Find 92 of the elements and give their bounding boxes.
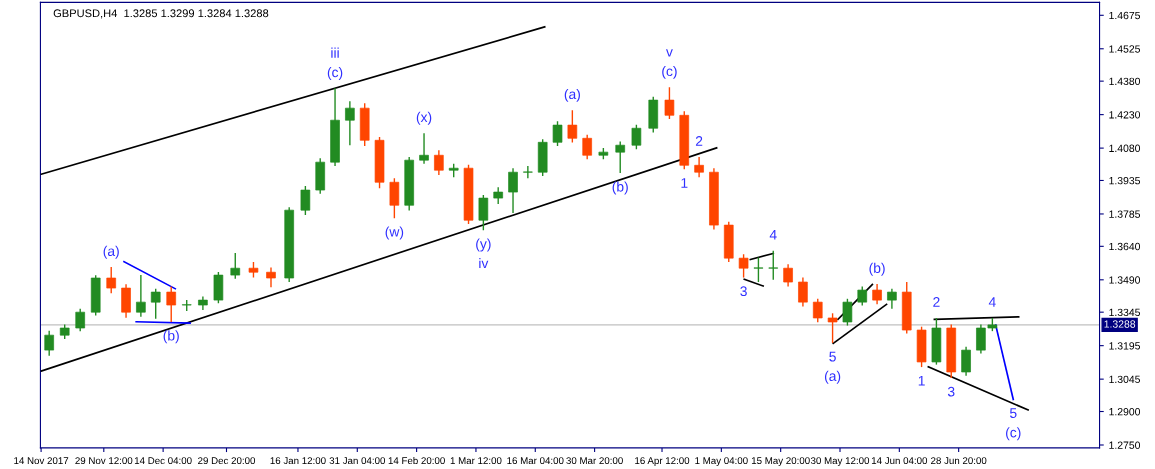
candlestick — [798, 276, 808, 308]
annotation: 5 — [1009, 408, 1017, 418]
annotation: 1 — [681, 178, 688, 188]
annotation: (y) — [476, 238, 491, 252]
annotation: (c) — [662, 65, 677, 79]
y-tick-label: 1.3195 — [1109, 342, 1141, 350]
annotation: (b) — [612, 181, 628, 195]
candlestick — [768, 250, 779, 281]
y-tick-label: 1.4080 — [1109, 144, 1141, 152]
x-tick-label: 15 May 20:00 — [751, 457, 810, 466]
annotation: 1 — [918, 375, 925, 386]
candlestick — [523, 165, 533, 179]
annotation: (b) — [163, 330, 179, 344]
text: GBPUSD,H4 1.3285 1.3299 1.3284 1.3288 — [53, 9, 269, 19]
y-tick-label: 1.4675 — [1109, 11, 1141, 20]
candlestick — [694, 156, 704, 178]
y-tick-label: 1.4230 — [1109, 111, 1141, 119]
candlestick — [389, 177, 400, 219]
y-tick-label: 1.3935 — [1109, 176, 1141, 185]
candlestick — [300, 185, 311, 216]
x-tick-label: 30 Mar 20:00 — [566, 457, 623, 465]
ref-line-label: 1.3288 — [1104, 320, 1136, 328]
x-tick-label: 1 May 04:00 — [695, 457, 748, 466]
candlestick — [615, 140, 626, 174]
y-tick-label: 1.4525 — [1109, 45, 1141, 53]
candlestick — [478, 194, 489, 231]
candlestick — [434, 149, 444, 176]
annotation: (w) — [385, 226, 404, 240]
y-tick-label: 1.2900 — [1109, 408, 1141, 416]
y-tick-label: 1.3345 — [1109, 308, 1141, 317]
x-tick-label: 14 Dec 04:00 — [134, 457, 192, 465]
x-tick-label: 30 May 12:00 — [810, 457, 870, 466]
candlestick — [631, 123, 642, 150]
x-tick-label: 29 Dec 20:00 — [198, 457, 256, 465]
candlestick — [753, 256, 764, 283]
candlestick — [266, 266, 276, 288]
y-tick-label: 1.3490 — [1109, 276, 1141, 284]
x-tick-label: 31 Jan 04:00 — [329, 457, 386, 465]
y-tick-label: 1.3045 — [1109, 375, 1141, 384]
candlestick — [150, 288, 161, 320]
annotation: 4 — [988, 297, 996, 307]
candlestick — [842, 298, 853, 327]
x-tick-label: 28 Jun 20:00 — [931, 457, 987, 465]
candlestick — [567, 109, 578, 144]
y-tick-label: 1.3785 — [1109, 210, 1141, 218]
x-tick-label: 14 Feb 20:00 — [388, 456, 445, 465]
x-tick-label: 16 Jan 12:00 — [270, 457, 326, 465]
candlestick — [230, 252, 241, 280]
x-tick-label: 29 Nov 12:00 — [75, 457, 133, 465]
x-tick-label: 14 Jun 04:00 — [871, 457, 928, 465]
x-tick-label: 14 Nov 2017 — [14, 457, 69, 465]
annotation: (c) — [1006, 427, 1021, 441]
candlestick — [75, 308, 85, 332]
x-tick-label: 16 Apr 12:00 — [635, 457, 690, 466]
annotation: (a) — [564, 88, 580, 102]
annotation: 2 — [933, 297, 940, 307]
x-tick-label: 1 Mar 12:00 — [450, 457, 502, 465]
annotation: iv — [479, 258, 489, 269]
candlestick — [857, 285, 868, 307]
candlestick — [872, 283, 882, 306]
annotation: (b) — [869, 262, 885, 276]
candlestick — [961, 346, 971, 377]
annotation: 5 — [829, 351, 836, 362]
candlestick — [44, 330, 54, 357]
candlestick — [106, 266, 117, 294]
annotation: 4 — [769, 230, 777, 240]
candlestick — [419, 132, 429, 165]
candlestick — [887, 288, 897, 310]
candlestick — [508, 167, 518, 214]
candlestick — [827, 312, 838, 344]
annotation: iii — [331, 47, 339, 58]
candlestick — [552, 120, 563, 147]
annotation: 2 — [695, 136, 703, 146]
y-tick-label: 1.4380 — [1109, 77, 1141, 86]
candlestick — [136, 274, 146, 318]
annotation: (c) — [327, 67, 343, 80]
x-tick-label: 16 Mar 04:00 — [507, 457, 564, 465]
candlestick — [664, 86, 675, 120]
annotation: (a) — [824, 370, 841, 384]
candlestick — [345, 100, 355, 146]
candlestick — [582, 134, 592, 160]
candlestick — [166, 285, 177, 323]
y-tick-label: 1.3640 — [1109, 242, 1141, 251]
candlestick — [783, 263, 793, 288]
y-tick-label: 1.2750 — [1109, 441, 1141, 449]
annotation: (a) — [103, 245, 119, 259]
candlestick — [738, 253, 749, 279]
annotation: v — [666, 49, 673, 57]
annotation: (x) — [416, 111, 432, 125]
annotation: 3 — [740, 286, 747, 297]
candlestick — [812, 298, 823, 323]
annotation: 3 — [947, 386, 955, 397]
